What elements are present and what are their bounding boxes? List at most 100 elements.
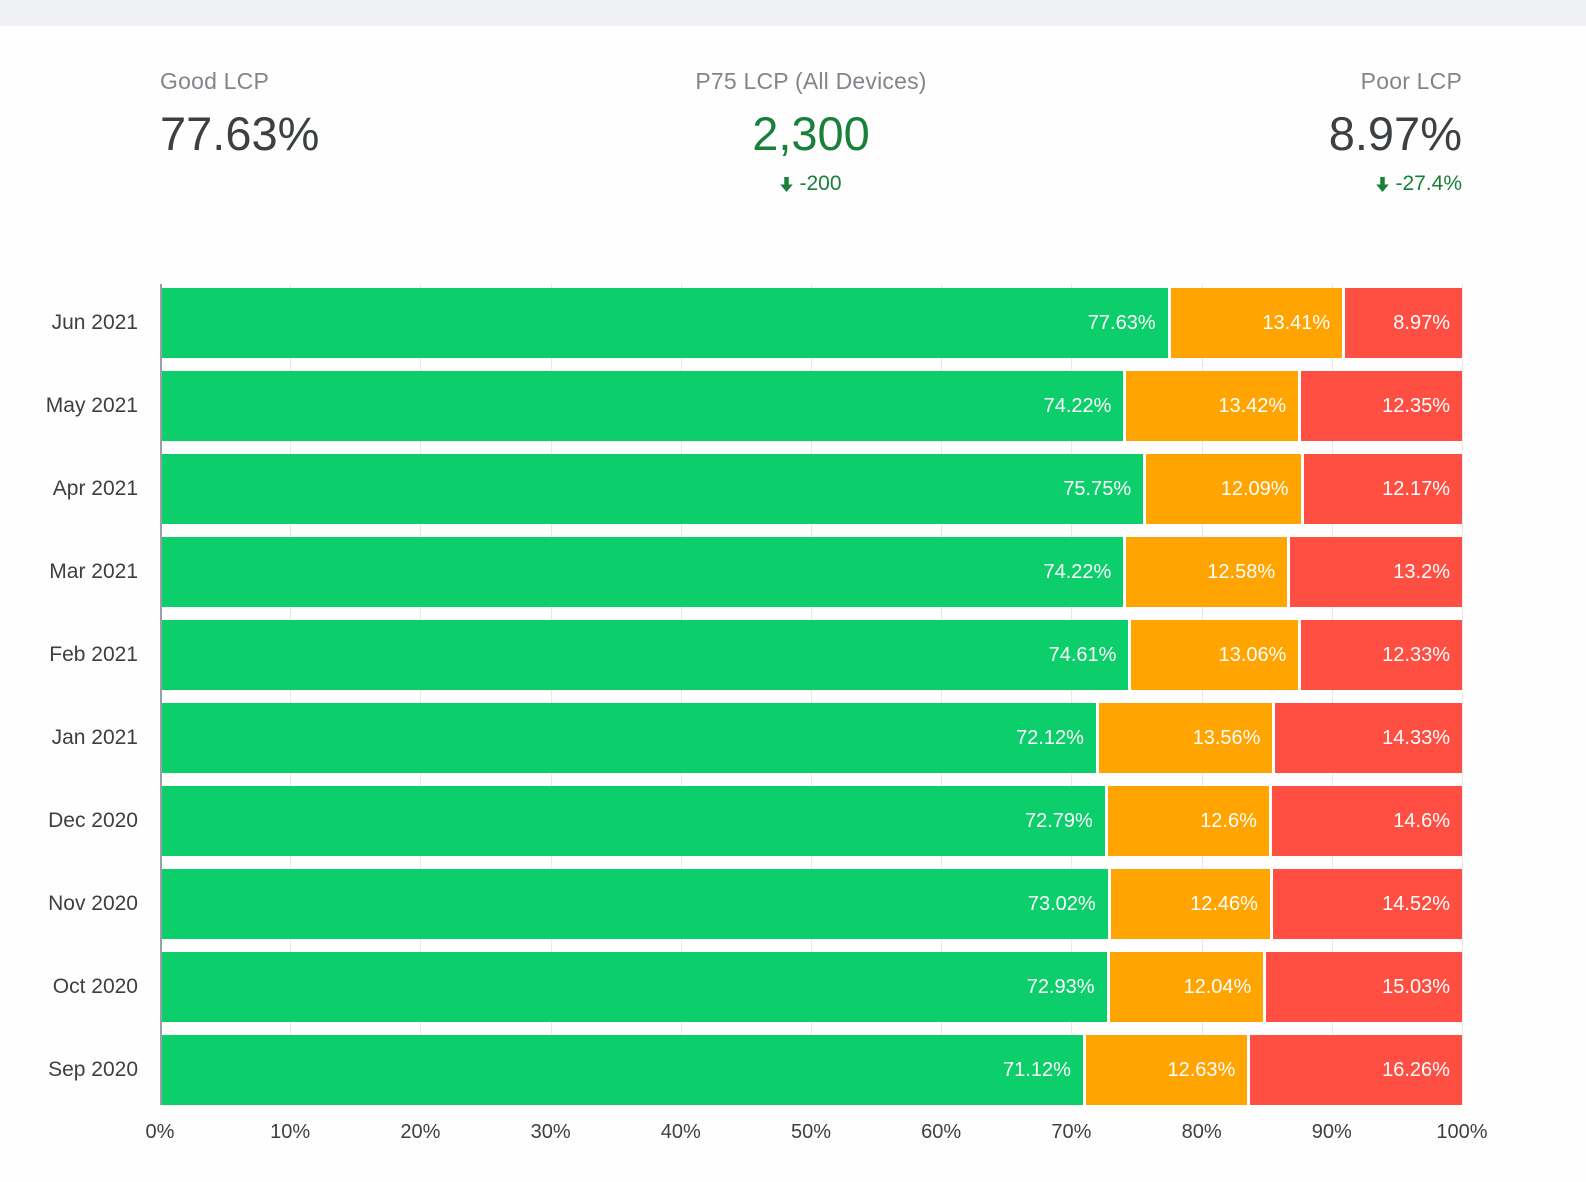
x-axis-tick-label: 80% — [1181, 1121, 1222, 1144]
bar-value-label: 12.63% — [1167, 1058, 1236, 1081]
bar-segment-needs-improvement[interactable]: 12.09% — [1146, 454, 1304, 525]
bar-segment-good[interactable]: 72.93% — [160, 952, 1110, 1023]
bar-segment-poor[interactable]: 16.26% — [1250, 1035, 1462, 1106]
bar-segment-poor[interactable]: 12.17% — [1303, 454, 1462, 525]
y-axis-label: Dec 2020 — [48, 809, 138, 833]
bar-segment-needs-improvement[interactable]: 12.63% — [1085, 1035, 1251, 1106]
scorecards: Good LCP 77.63% P75 LCP (All Devices) 2,… — [160, 68, 1462, 196]
bar-segment-good[interactable]: 75.75% — [160, 454, 1147, 525]
bar-segment-needs-improvement[interactable]: 13.41% — [1170, 288, 1346, 359]
bar-value-label: 12.09% — [1220, 477, 1289, 500]
bar-segment-needs-improvement[interactable]: 13.06% — [1131, 620, 1302, 691]
bar-row: Nov 2020 73.02% 12.46% 14.52% — [48, 869, 1462, 940]
bar-row: Jun 2021 77.63% 13.41% 8.97% — [52, 288, 1462, 359]
p75-lcp-delta: -200 — [695, 172, 926, 196]
y-axis-line — [160, 284, 162, 1106]
x-axis-tick-label: 50% — [790, 1121, 832, 1144]
bar-segment-good[interactable]: 73.02% — [160, 869, 1111, 940]
bar-segment-needs-improvement[interactable]: 12.6% — [1107, 786, 1272, 857]
bar-value-label: 16.26% — [1382, 1058, 1450, 1081]
y-axis-label: Oct 2020 — [52, 975, 138, 999]
bar-segment-poor[interactable]: 12.35% — [1301, 371, 1462, 442]
bar-segment-poor[interactable]: 13.2% — [1290, 537, 1462, 608]
gridline — [1331, 284, 1333, 1106]
bar-segment-poor[interactable]: 14.6% — [1271, 786, 1462, 857]
x-axis-tick-label: 70% — [1051, 1121, 1092, 1144]
bar-value-label: 74.61% — [1048, 643, 1117, 666]
y-axis-label: Jan 2021 — [51, 726, 138, 750]
bar-segment-poor[interactable]: 8.97% — [1345, 288, 1462, 359]
bar-value-label: 8.97% — [1393, 311, 1450, 334]
bar-value-label: 77.63% — [1087, 311, 1156, 334]
bar-segment-poor[interactable]: 14.52% — [1272, 869, 1462, 940]
bar-segment-good[interactable]: 71.12% — [160, 1035, 1086, 1106]
x-axis-tick-label: 0% — [145, 1121, 175, 1144]
p75-lcp-label: P75 LCP (All Devices) — [695, 68, 927, 94]
bar-row: Dec 2020 72.79% 12.6% 14.6% — [48, 786, 1462, 857]
bar-value-label: 12.17% — [1382, 477, 1450, 500]
x-axis-tick-label: 40% — [660, 1121, 701, 1144]
bar-value-label: 72.93% — [1026, 975, 1095, 998]
bar-value-label: 13.56% — [1192, 726, 1261, 749]
p75-lcp-value: 2,300 — [752, 107, 870, 160]
bars: Jun 2021 77.63% 13.41% 8.97% May 2021 74.22% 1… — [46, 288, 1462, 1106]
poor-lcp-card: Poor LCP 8.97% -27.4% — [927, 68, 1462, 196]
bar-segment-good[interactable]: 72.79% — [160, 786, 1108, 857]
top-strip — [0, 0, 1586, 26]
bar-value-label: 14.6% — [1393, 809, 1450, 832]
p75-lcp-card: P75 LCP (All Devices) 2,300 -200 — [695, 68, 926, 196]
bar-row: Feb 2021 74.61% 13.06% 12.33% — [49, 620, 1462, 691]
bar-segment-needs-improvement[interactable]: 12.04% — [1109, 952, 1267, 1023]
poor-lcp-delta-value: -27.4% — [1395, 172, 1462, 196]
bar-value-label: 15.03% — [1382, 975, 1450, 998]
gridline — [941, 284, 943, 1106]
poor-lcp-delta: -27.4% — [927, 172, 1462, 196]
bar-row: May 2021 74.22% 13.42% 12.35% — [46, 371, 1462, 442]
arrow-down-icon — [1376, 176, 1390, 192]
bar-value-label: 72.79% — [1024, 809, 1093, 832]
bar-value-label: 13.42% — [1218, 394, 1287, 417]
poor-lcp-value: 8.97% — [1328, 107, 1462, 160]
y-axis-label: Mar 2021 — [49, 560, 138, 584]
bar-value-label: 74.22% — [1043, 560, 1112, 583]
bar-row: Apr 2021 75.75% 12.09% 12.17% — [53, 454, 1462, 525]
bar-value-label: 12.6% — [1200, 809, 1257, 832]
gridline — [1071, 284, 1073, 1106]
bar-segment-needs-improvement[interactable]: 12.58% — [1126, 537, 1291, 608]
gridline — [420, 284, 422, 1106]
x-axis-tick-label: 100% — [1436, 1121, 1488, 1144]
arrow-down-icon — [780, 176, 794, 192]
plot-area: Jun 2021 77.63% 13.41% 8.97% May 2021 74.22% 1… — [46, 284, 1463, 1106]
bar-segment-good[interactable]: 74.22% — [160, 537, 1127, 608]
bar-row: Sep 2020 71.12% 12.63% 16.26% — [48, 1035, 1462, 1106]
gridline — [1201, 284, 1203, 1106]
bar-segment-good[interactable]: 74.61% — [160, 620, 1132, 691]
bar-segment-needs-improvement[interactable]: 13.42% — [1126, 371, 1302, 442]
gridline — [1462, 284, 1463, 1106]
bar-value-label: 13.41% — [1262, 311, 1331, 334]
bar-segment-needs-improvement[interactable]: 12.46% — [1110, 869, 1273, 940]
bar-segment-good[interactable]: 74.22% — [160, 371, 1127, 442]
good-lcp-card: Good LCP 77.63% — [160, 68, 695, 158]
bar-value-label: 12.33% — [1382, 643, 1450, 666]
gridline — [811, 284, 812, 1106]
bar-segment-good[interactable]: 72.12% — [160, 703, 1099, 774]
y-axis-label: Feb 2021 — [49, 643, 138, 667]
x-axis-tick-label: 60% — [921, 1121, 962, 1144]
bar-segment-poor[interactable]: 14.33% — [1275, 703, 1462, 774]
bar-segment-poor[interactable]: 12.33% — [1301, 620, 1462, 691]
x-axis-tick-label: 20% — [400, 1121, 441, 1144]
good-lcp-label: Good LCP — [160, 68, 269, 94]
bar-segment-poor[interactable]: 15.03% — [1266, 952, 1462, 1023]
x-axis-tick-label: 90% — [1311, 1121, 1352, 1144]
bar-segment-good[interactable]: 77.63% — [160, 288, 1171, 359]
y-axis-label: Sep 2020 — [48, 1058, 138, 1082]
gridline — [550, 284, 552, 1106]
x-axis-tick-label: 30% — [530, 1121, 571, 1144]
bar-value-label: 12.46% — [1190, 892, 1258, 915]
bar-value-label: 72.12% — [1016, 726, 1084, 749]
bar-value-label: 14.52% — [1382, 892, 1450, 915]
y-axis-label: May 2021 — [45, 394, 138, 418]
bar-value-label: 71.12% — [1003, 1058, 1071, 1081]
bar-segment-needs-improvement[interactable]: 13.56% — [1098, 703, 1276, 774]
